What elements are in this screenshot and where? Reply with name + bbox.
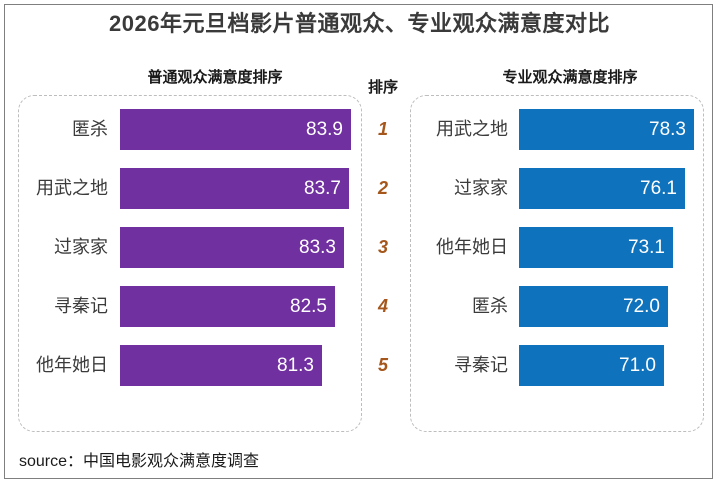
rank-number: 5 [377,355,388,375]
professional-category-label: 他年她日 [436,237,508,257]
professional-category-label: 用武之地 [436,119,508,139]
professional-category-label: 寻秦记 [454,355,508,375]
general-panel [18,95,362,432]
professional-panel [410,95,704,432]
rank-number: 2 [377,178,388,198]
general-category-label: 过家家 [54,237,108,257]
professional-category-label: 匿杀 [472,296,508,316]
professional-bar: 78.3 [519,109,694,150]
chart-title: 2026年元旦档影片普通观众、专业观众满意度对比 [109,11,610,36]
rank-number: 3 [377,237,388,257]
general-category-label: 寻秦记 [54,296,108,316]
general-bar: 83.3 [120,227,344,268]
general-value-label: 83.9 [306,119,343,140]
general-value-label: 83.7 [304,178,341,199]
general-bar: 81.3 [120,345,322,386]
professional-category-label: 过家家 [454,178,508,198]
professional-value-label: 76.1 [640,178,677,199]
professional-value-label: 72.0 [623,296,660,317]
general-value-label: 83.3 [299,237,336,258]
professional-value-label: 71.0 [619,355,656,376]
rank-number: 1 [377,119,388,139]
general-category-label: 用武之地 [36,178,108,198]
general-value-label: 82.5 [290,296,327,317]
general-chart-title: 普通观众满意度排序 [147,69,283,86]
rank-number: 4 [377,296,388,316]
general-value-label: 81.3 [277,355,314,376]
general-bar: 83.7 [120,168,349,209]
professional-bar: 71.0 [519,345,664,386]
professional-bar: 73.1 [519,227,673,268]
rank-header: 排序 [367,79,398,96]
general-category-label: 他年她日 [36,355,108,375]
source-note: source：中国电影观众满意度调查 [19,453,260,470]
professional-value-label: 73.1 [628,237,665,258]
professional-chart-title: 专业观众满意度排序 [502,69,638,86]
general-bar: 82.5 [120,286,335,327]
professional-bar: 76.1 [519,168,685,209]
professional-bar: 72.0 [519,286,668,327]
general-bar: 83.9 [120,109,351,150]
professional-value-label: 78.3 [649,119,686,140]
general-category-label: 匿杀 [72,119,108,139]
